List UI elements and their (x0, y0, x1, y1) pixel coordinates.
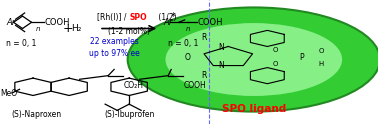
Text: H: H (319, 62, 324, 67)
Text: 22 examples
up to 97% ee: 22 examples up to 97% ee (89, 37, 139, 58)
Text: SPO: SPO (129, 13, 147, 22)
Circle shape (166, 23, 342, 96)
Text: COOH: COOH (183, 81, 206, 90)
Text: (S)-Naproxen: (S)-Naproxen (11, 110, 61, 119)
Text: H₂: H₂ (71, 24, 82, 33)
Text: n: n (35, 26, 40, 31)
Text: (1/2): (1/2) (156, 13, 177, 22)
Text: SPO ligand: SPO ligand (222, 104, 286, 114)
Text: n: n (186, 26, 190, 31)
Text: Ar: Ar (164, 18, 173, 27)
Text: R: R (201, 33, 207, 42)
Text: COOH: COOH (45, 18, 70, 27)
Circle shape (128, 7, 378, 112)
Text: R: R (201, 71, 207, 80)
Text: O: O (185, 53, 191, 62)
Text: CO₂H: CO₂H (123, 81, 143, 90)
Text: Ar: Ar (6, 18, 15, 27)
Text: P: P (299, 53, 304, 62)
Text: [Rh(I)] /: [Rh(I)] / (97, 13, 129, 22)
Text: O: O (319, 48, 324, 54)
Text: COOH: COOH (198, 18, 223, 27)
Text: O: O (272, 62, 277, 67)
Text: n = 0, 1: n = 0, 1 (168, 39, 198, 48)
Text: N: N (218, 43, 224, 52)
Text: (S)-Ibuprofen: (S)-Ibuprofen (104, 110, 154, 119)
Text: n = 0, 1: n = 0, 1 (6, 39, 36, 48)
Text: *: * (171, 12, 176, 22)
Text: N: N (218, 61, 224, 70)
Text: O: O (272, 47, 277, 53)
Text: +: + (62, 22, 73, 35)
Text: (1-2 mol%): (1-2 mol%) (108, 27, 150, 36)
Text: MeO: MeO (0, 89, 17, 97)
